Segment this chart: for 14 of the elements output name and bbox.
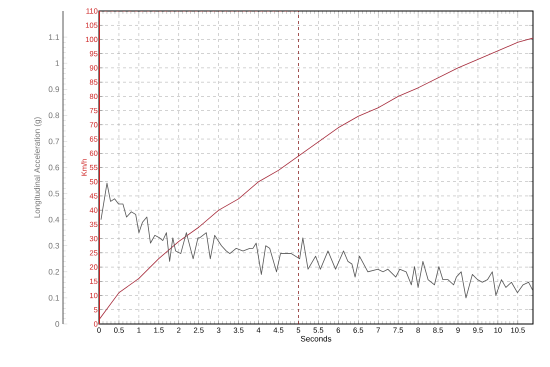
y-tick-label: 0.2 bbox=[48, 268, 60, 275]
x-axis-title: Seconds bbox=[300, 336, 332, 342]
y-tick-label: 0.4 bbox=[48, 216, 60, 222]
y-tick-label: 0.6 bbox=[48, 164, 60, 170]
y-tick-label: 0.7 bbox=[48, 138, 60, 144]
y-tick-label: 1 bbox=[56, 60, 60, 66]
y-tick-label: 0.5 bbox=[48, 190, 60, 196]
y-tick-label: 0 bbox=[55, 321, 60, 327]
y-axis-title: Longitudinal Acceleration (g) bbox=[34, 117, 42, 218]
y-tick-label: 0.9 bbox=[48, 86, 60, 92]
y-tick-label: 0.8 bbox=[48, 112, 60, 118]
y-tick-label: 1.1 bbox=[48, 34, 60, 40]
y-tick-label: 0.3 bbox=[48, 242, 60, 249]
y-tick-label: 0.1 bbox=[48, 295, 60, 301]
